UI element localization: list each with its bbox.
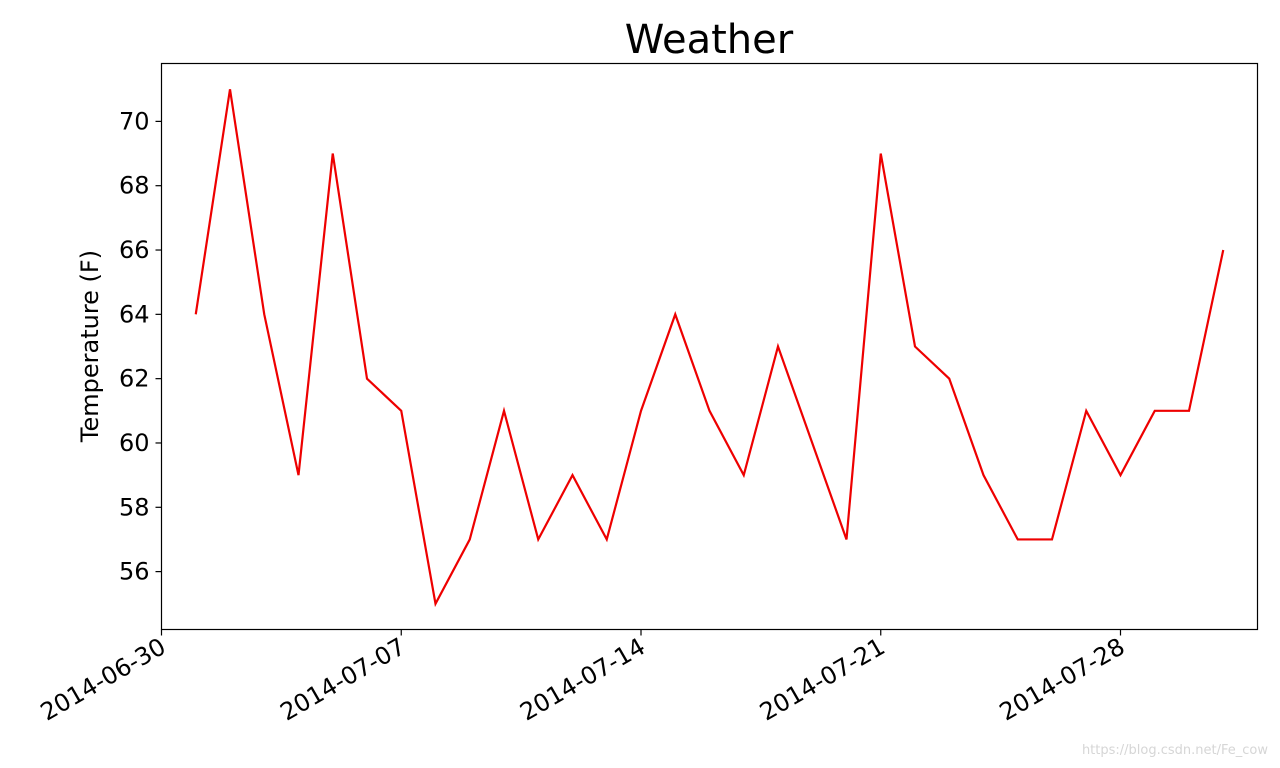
data-point-0-5 <box>365 377 369 381</box>
data-point-0-25 <box>1050 537 1054 541</box>
data-point-0-20 <box>879 152 883 156</box>
data-point-0-22 <box>947 377 951 381</box>
x-tick-label-3: 2014-07-21 <box>755 632 890 726</box>
data-point-0-24 <box>1016 537 1020 541</box>
y-tick-label-5: 66 <box>119 236 150 264</box>
data-point-0-1 <box>228 87 232 91</box>
data-point-0-12 <box>605 537 609 541</box>
data-point-0-18 <box>810 441 814 445</box>
data-point-0-16 <box>742 473 746 477</box>
data-point-0-3 <box>297 473 301 477</box>
y-tick-label-7: 70 <box>119 107 150 135</box>
y-axis-label: Temperature (F) <box>76 250 104 443</box>
watermark: https://blog.csdn.net/Fe_cow <box>1081 743 1268 758</box>
series-line-0 <box>194 89 1225 608</box>
data-point-0-26 <box>1084 409 1088 413</box>
data-point-0-2 <box>262 312 266 316</box>
data-point-0-28 <box>1153 409 1157 413</box>
data-point-0-19 <box>845 537 849 541</box>
data-point-0-11 <box>571 473 575 477</box>
data-point-0-0 <box>194 312 198 316</box>
data-point-0-15 <box>708 409 712 413</box>
data-point-0-6 <box>399 409 403 413</box>
plot-area <box>160 62 1259 631</box>
data-point-0-30 <box>1221 248 1225 252</box>
chart-title: Weather <box>625 17 794 63</box>
y-tick-label-1: 58 <box>119 493 150 521</box>
data-point-0-23 <box>982 473 986 477</box>
x-tick-label-4: 2014-07-28 <box>995 632 1130 726</box>
y-axis: 56 58 60 62 64 66 68 70 <box>119 107 162 586</box>
data-point-0-13 <box>639 409 643 413</box>
data-point-0-4 <box>331 152 335 156</box>
data-point-0-27 <box>1119 473 1123 477</box>
x-axis: 2014-06-30 2014-07-07 2014-07-14 2014-07-21… <box>36 629 1130 726</box>
y-tick-label-2: 60 <box>119 429 150 457</box>
y-tick-label-0: 56 <box>119 558 150 586</box>
series-layer <box>194 87 1225 608</box>
data-point-0-14 <box>673 312 677 316</box>
data-point-0-10 <box>536 537 540 541</box>
data-point-0-8 <box>468 537 472 541</box>
data-point-0-17 <box>776 345 780 349</box>
data-point-0-9 <box>502 409 506 413</box>
data-point-0-21 <box>913 345 917 349</box>
y-tick-label-4: 64 <box>119 300 150 328</box>
x-tick-label-0: 2014-06-30 <box>36 632 171 726</box>
y-tick-label-6: 68 <box>119 172 150 200</box>
data-point-0-29 <box>1187 409 1191 413</box>
y-tick-label-3: 62 <box>119 365 150 393</box>
x-tick-label-2: 2014-07-14 <box>515 632 650 726</box>
data-point-0-7 <box>434 602 438 606</box>
x-tick-label-1: 2014-07-07 <box>275 632 410 726</box>
